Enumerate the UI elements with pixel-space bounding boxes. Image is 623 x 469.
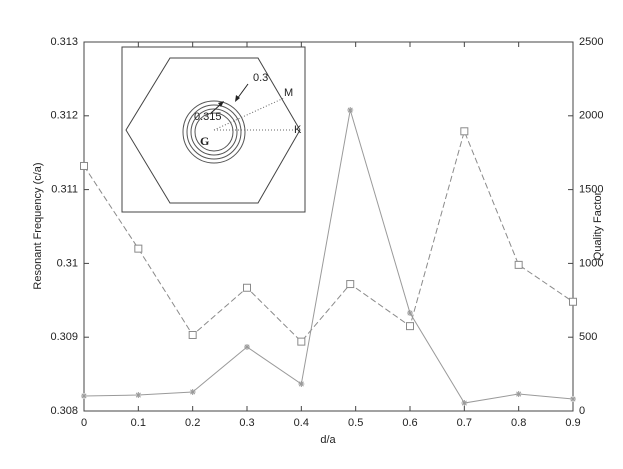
x-tick-label: 0.5 xyxy=(348,417,363,429)
gm-line xyxy=(213,97,285,131)
marker xyxy=(406,322,414,331)
marker xyxy=(347,107,354,114)
rings xyxy=(182,100,246,164)
x-tick-label: 0.9 xyxy=(565,417,580,429)
inset-label: K xyxy=(294,124,302,136)
y-tick-label: 0.311 xyxy=(51,184,78,196)
inset: 0.3 0.315 G M K xyxy=(121,46,306,213)
inset-label: 0.315 xyxy=(194,111,222,123)
y-tick-label: 0.313 xyxy=(50,36,78,48)
x-tick-label: 0.3 xyxy=(239,417,254,429)
x-tick-label: 0.4 xyxy=(294,417,309,429)
plot-frame xyxy=(83,41,574,412)
marker xyxy=(461,400,468,407)
marker xyxy=(134,244,143,253)
x-tick-label: 0.6 xyxy=(402,417,417,429)
marker xyxy=(514,260,523,269)
marker xyxy=(80,161,88,170)
inset-label: G xyxy=(200,134,209,148)
marker xyxy=(244,343,250,350)
marker xyxy=(460,127,469,136)
y-tick-label: 0.31 xyxy=(57,257,78,269)
marker xyxy=(569,297,577,306)
series-line xyxy=(83,129,574,343)
x-tick-label: 0.2 xyxy=(185,417,200,429)
series-line xyxy=(83,109,574,404)
inset-label: 0.3 xyxy=(253,72,268,84)
inset-label: M xyxy=(284,87,293,99)
marker xyxy=(515,391,522,398)
marker xyxy=(189,388,196,395)
hexagon xyxy=(125,57,301,204)
y2-tick-label: 1500 xyxy=(579,184,603,196)
marker xyxy=(188,330,197,339)
marker xyxy=(297,337,306,346)
marker xyxy=(243,283,251,292)
x-tick-label: 0.7 xyxy=(457,417,472,429)
y-tick-label: 0.312 xyxy=(50,110,78,122)
x-tick-label: 0.8 xyxy=(511,417,526,429)
arrow xyxy=(210,103,222,114)
marker xyxy=(81,392,87,399)
y-axis-label: Resonant Frequency (c/a) xyxy=(32,162,44,289)
arrow-head xyxy=(218,101,224,107)
x-axis-label: d/a xyxy=(320,434,336,446)
y2-tick-label: 2000 xyxy=(579,110,603,122)
x-tick-label: 0.1 xyxy=(131,417,146,429)
y2-tick-label: 500 xyxy=(579,331,597,343)
arrow-head xyxy=(235,95,240,102)
marker xyxy=(570,396,576,403)
marker xyxy=(135,392,142,399)
y-tick-label: 0.308 xyxy=(50,405,78,417)
marker xyxy=(298,380,305,387)
y2-axis-label: Quality Factor xyxy=(592,191,604,260)
x-tick-label: 0 xyxy=(81,417,87,429)
arrow xyxy=(236,83,249,100)
marker xyxy=(346,280,355,289)
y2-tick-label: 1000 xyxy=(579,257,603,269)
y2-tick-label: 0 xyxy=(579,405,585,417)
marker xyxy=(407,309,413,316)
y2-tick-label: 2500 xyxy=(579,36,603,48)
y-tick-label: 0.309 xyxy=(50,331,78,343)
